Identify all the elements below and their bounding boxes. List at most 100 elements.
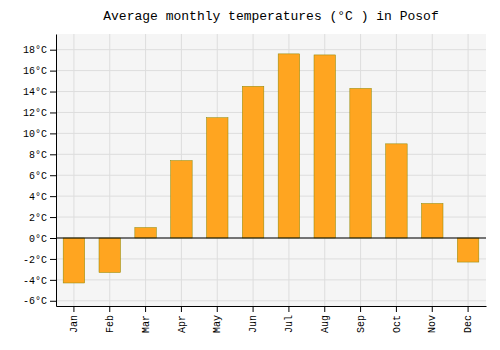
y-tick-label: -6°C [23, 296, 47, 307]
x-tick-label: Nov [427, 315, 438, 333]
plot: -6°C -4°C -2°C 0°C 2°C 4°C 6°C 8°C 10°C 12°C 14°C 1… [23, 34, 487, 333]
grid-line [56, 70, 486, 71]
x-tick-mark [109, 306, 110, 312]
y-tick-mark [50, 50, 56, 51]
x-tick: Apr [177, 306, 188, 333]
x-tick: Jul [284, 306, 295, 333]
grid-line [56, 112, 486, 113]
y-tick: -4°C [23, 276, 56, 287]
y-tick-mark [50, 280, 56, 281]
grid-line [56, 133, 486, 134]
x-tick-mark [468, 306, 469, 312]
y-tick-label: 12°C [23, 108, 47, 119]
x-tick-label: Apr [177, 315, 188, 333]
y-tick-label: 6°C [29, 171, 47, 182]
x-tick: Nov [427, 306, 438, 333]
y-tick-mark [50, 175, 56, 176]
y-tick: 4°C [29, 192, 56, 203]
x-tick-mark [288, 306, 289, 312]
x-tick-label: Mar [141, 315, 152, 333]
x-tick-label: Aug [320, 315, 331, 333]
y-tick-label: 16°C [23, 66, 47, 77]
y-tick-mark [50, 133, 56, 134]
grid-line [432, 34, 433, 306]
y-tick-label: 0°C [29, 234, 47, 245]
grid-line [56, 91, 486, 92]
grid-line [56, 196, 486, 197]
x-tick: Mar [141, 306, 152, 333]
x-tick: Dec [463, 306, 474, 333]
grid-line [56, 300, 486, 301]
title: Average monthly temperatures (°C ) in Po… [103, 9, 438, 24]
grid-line [468, 34, 469, 306]
y-tick-label: 10°C [23, 129, 47, 140]
y-tick-mark [50, 217, 56, 218]
chart: -6°C -4°C -2°C 0°C 2°C 4°C 6°C 8°C 10°C 12°C 14°C 1… [0, 0, 500, 350]
x-tick-mark [324, 306, 325, 312]
x-tick-label: Oct [392, 315, 403, 333]
bar [386, 144, 408, 238]
x-tick-label: Jan [69, 315, 80, 333]
bar [314, 55, 336, 238]
y-tick: 2°C [29, 213, 56, 224]
y-tick: 10°C [23, 129, 56, 140]
y-tick: 16°C [23, 66, 56, 77]
grid [56, 34, 486, 306]
y-tick-mark [50, 92, 56, 93]
bars [56, 54, 486, 283]
x-axis: Jan Feb Mar Apr May Jun Jul Aug Sep Oct Nov Dec [57, 306, 487, 333]
y-axis: -6°C -4°C -2°C 0°C 2°C 4°C 6°C 8°C 10°C 12°C 14°C 1… [23, 35, 57, 308]
y-tick-label: 14°C [23, 87, 47, 98]
bar [278, 54, 300, 238]
y-tick: 0°C [29, 234, 56, 245]
grid-line [145, 34, 146, 306]
y-tick-mark [50, 259, 56, 260]
x-tick-label: Sep [356, 315, 367, 333]
y-tick: 12°C [23, 108, 56, 119]
x-tick-mark [360, 306, 361, 312]
x-tick-mark [73, 306, 74, 312]
y-tick-label: 8°C [29, 150, 47, 161]
x-tick: May [212, 306, 223, 333]
x-axis-line [57, 306, 487, 307]
grid-line [56, 154, 486, 155]
bar [99, 238, 121, 273]
x-tick-mark [432, 306, 433, 312]
y-tick-mark [50, 301, 56, 302]
y-tick: -6°C [23, 296, 56, 307]
x-tick: Feb [105, 306, 116, 333]
y-tick-mark [50, 154, 56, 155]
bar [207, 118, 229, 238]
x-tick-mark [145, 306, 146, 312]
x-tick-label: Dec [463, 315, 474, 333]
y-tick: 18°C [23, 45, 56, 56]
bar [135, 228, 157, 238]
zero-line [56, 237, 486, 238]
y-tick-label: 4°C [29, 192, 47, 203]
y-tick: 8°C [29, 150, 56, 161]
x-tick: Sep [356, 306, 367, 333]
grid-line [56, 49, 486, 50]
y-tick-label: 18°C [23, 45, 47, 56]
bar [350, 88, 372, 238]
x-tick-mark [396, 306, 397, 312]
x-tick: Jan [69, 306, 80, 333]
y-tick-mark [50, 71, 56, 72]
x-tick-mark [217, 306, 218, 312]
bar [242, 86, 263, 238]
y-tick-mark [50, 196, 56, 197]
grid-line [56, 279, 486, 280]
x-tick-label: Jun [248, 315, 259, 333]
grid-line [56, 238, 486, 239]
bar [63, 238, 84, 283]
bar [457, 238, 479, 262]
x-tick-mark [181, 306, 182, 312]
x-tick-label: Jul [284, 315, 295, 333]
y-tick-label: 2°C [29, 213, 47, 224]
x-tick-label: May [212, 315, 223, 333]
y-tick: 6°C [29, 171, 56, 182]
y-tick: -2°C [23, 255, 56, 266]
grid-line [56, 175, 486, 176]
x-tick-label: Feb [105, 315, 116, 333]
y-axis-line [56, 35, 57, 307]
